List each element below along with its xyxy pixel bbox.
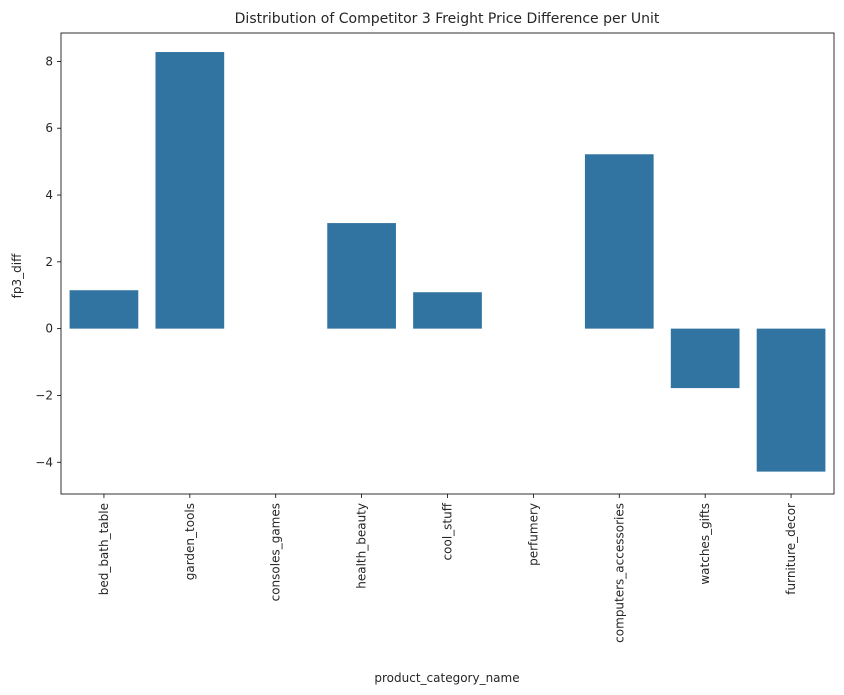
bars-group <box>69 52 826 472</box>
y-axis-label: fp3_diff <box>10 253 24 298</box>
x-tick-label: perfumery <box>526 503 540 566</box>
x-tick-label: garden_tools <box>183 503 197 580</box>
x-axis-label: product_category_name <box>374 671 519 685</box>
y-tick-label: 4 <box>45 188 53 202</box>
x-tick-label: furniture_decor <box>784 503 798 595</box>
plot-frame <box>60 32 835 495</box>
y-axis: −4 −2 0 2 4 6 8 <box>35 54 61 469</box>
x-tick-label: health_beauty <box>355 503 369 589</box>
x-tick-label: computers_accessories <box>612 503 626 643</box>
bar-cool_stuff <box>413 292 482 329</box>
x-tick-label: consoles_games <box>269 503 283 601</box>
x-axis: bed_bath_table garden_tools consoles_games… <box>97 494 798 643</box>
bar-watches_gifts <box>670 328 740 389</box>
y-tick-label: 0 <box>45 322 53 336</box>
y-tick-label: 6 <box>45 121 53 135</box>
bar-furniture_decor <box>756 328 826 472</box>
y-tick-label: −2 <box>35 388 53 402</box>
chart-title: Distribution of Competitor 3 Freight Pri… <box>235 11 660 27</box>
bar-bed_bath_table <box>69 290 139 329</box>
bar-garden_tools <box>155 52 225 329</box>
bar-computers_accessories <box>584 154 654 329</box>
y-tick-label: 2 <box>45 255 53 269</box>
bar-health_beauty <box>327 223 396 329</box>
y-tick-label: −4 <box>35 455 53 469</box>
y-tick-label: 8 <box>45 54 53 68</box>
x-tick-label: cool_stuff <box>441 502 455 560</box>
x-tick-label: bed_bath_table <box>97 503 111 595</box>
x-tick-label: watches_gifts <box>698 503 712 585</box>
